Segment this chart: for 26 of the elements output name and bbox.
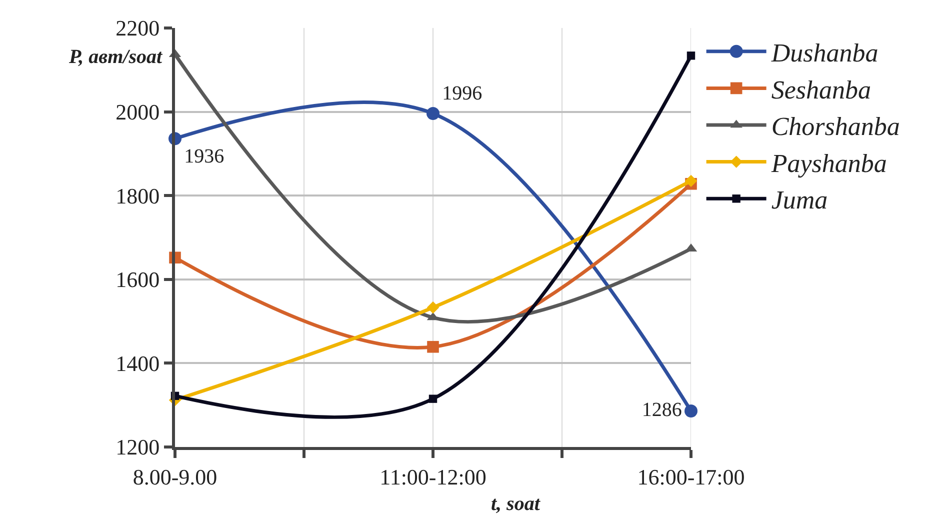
data-label: 1996 bbox=[442, 82, 482, 104]
point bbox=[684, 174, 698, 188]
y-tick-label: 1800 bbox=[116, 183, 160, 208]
point bbox=[686, 52, 696, 60]
point bbox=[684, 404, 698, 418]
y-axis-title: P, авт/soat bbox=[68, 46, 164, 68]
legend-label: Seshanba bbox=[771, 75, 871, 104]
y-tick-label: 1600 bbox=[116, 267, 160, 292]
data-label: 1286 bbox=[642, 398, 682, 421]
legend-label: Dushanba bbox=[770, 38, 878, 68]
point bbox=[426, 301, 440, 314]
legend-label: Payshanba bbox=[770, 148, 887, 178]
y-tick-label: 2000 bbox=[116, 100, 160, 124]
y-tick-label: 1400 bbox=[116, 350, 160, 376]
point bbox=[426, 106, 440, 120]
data-label: 1936 bbox=[184, 146, 224, 168]
x-tick-label: 16:00-17:00 bbox=[637, 464, 745, 490]
x-axis-title: t, soat bbox=[491, 493, 542, 515]
x-tick-label: 8.00-9.00 bbox=[132, 464, 218, 490]
y-tick-label: 1200 bbox=[116, 434, 160, 460]
legend-label: Juma bbox=[771, 186, 828, 215]
point bbox=[428, 394, 438, 403]
y-tick-label: 2200 bbox=[116, 16, 160, 41]
legend-label: Chorshanba bbox=[771, 112, 900, 142]
point bbox=[427, 340, 439, 353]
x-tick-label: 11:00-12:00 bbox=[380, 464, 486, 490]
